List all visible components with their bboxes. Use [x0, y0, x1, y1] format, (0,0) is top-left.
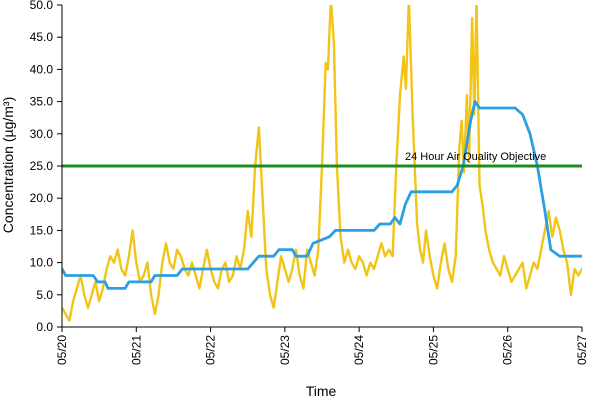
x-axis-ticks: 05/20 05/21 05/22 05/23 05/24 05/25 05/26 05/27: [55, 327, 589, 365]
x-tick-label: 05/24: [352, 335, 366, 365]
y-tick-label: 30.0: [30, 127, 54, 141]
y-tick-label: 45.0: [30, 30, 54, 44]
x-tick-label: 05/25: [426, 335, 440, 365]
x-tick-label: 05/22: [204, 335, 218, 365]
y-tick-label: 15.0: [30, 223, 54, 237]
axes: [61, 5, 582, 328]
objective-annotation: 24 Hour Air Quality Objective: [405, 151, 546, 163]
y-tick-label: 0.0: [36, 320, 53, 334]
y-tick-label: 5.0: [36, 288, 53, 302]
y-tick-label: 20.0: [30, 191, 54, 205]
y-tick-label: 35.0: [30, 95, 54, 109]
x-tick-label: 05/27: [575, 335, 589, 365]
x-axis-title: Time: [306, 383, 337, 399]
y-tick-label: 50.0: [30, 0, 54, 12]
y-tick-label: 40.0: [30, 62, 54, 76]
y-tick-label: 25.0: [30, 159, 54, 173]
x-tick-label: 05/23: [278, 335, 292, 365]
x-tick-label: 05/26: [501, 335, 515, 365]
x-tick-label: 05/20: [55, 335, 69, 365]
y-tick-label: 10.0: [30, 256, 54, 270]
y-axis-title: Concentration (µg/m³): [0, 97, 16, 233]
x-tick-label: 05/21: [129, 335, 143, 365]
series-layer: [62, 5, 582, 322]
running-average-series-line: [62, 100, 582, 290]
y-axis-ticks: 0.0 5.0 10.0 15.0 20.0 25.0 30.0 35.0 40.0 45.0 50…: [30, 0, 62, 334]
hourly-series-line: [62, 5, 582, 322]
